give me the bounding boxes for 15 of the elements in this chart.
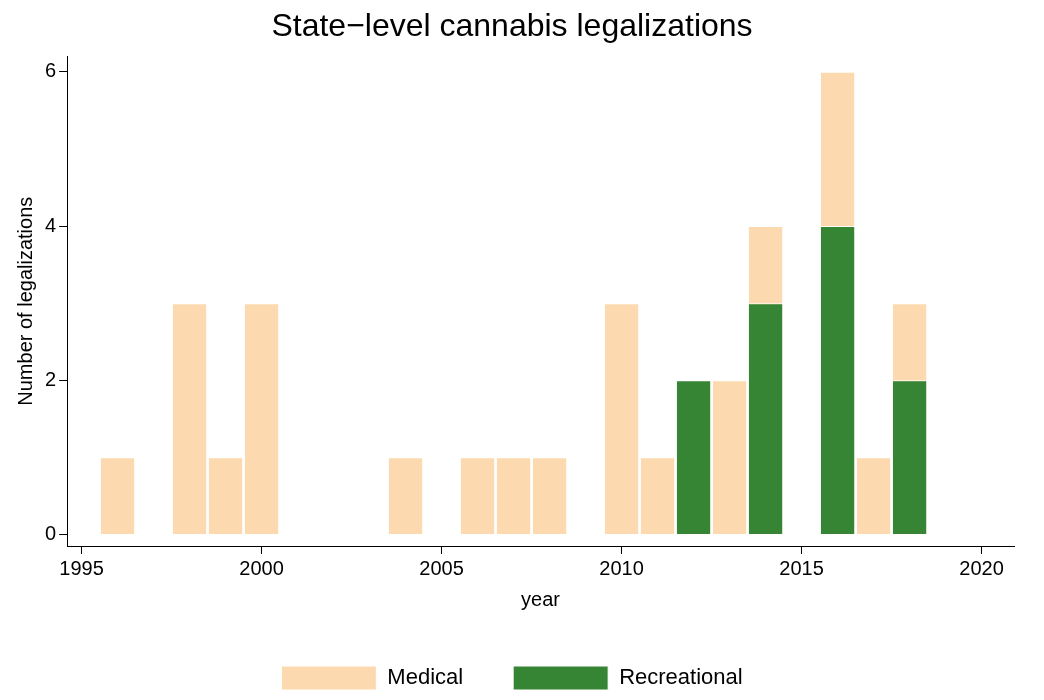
x-tick-label: 2010	[599, 556, 644, 579]
y-tick-label: 0	[45, 521, 57, 544]
y-tick-label: 2	[45, 367, 57, 390]
chart-title: State−level cannabis legalizations	[271, 7, 753, 44]
x-tick-label: 2020	[959, 556, 1004, 579]
y-tick-label: 4	[45, 213, 57, 236]
x-tick-label: 2005	[419, 556, 464, 579]
x-tick-label: 1995	[59, 556, 104, 579]
y-axis-title: Number of legalizations	[13, 196, 36, 406]
y-tick-label: 6	[45, 59, 57, 82]
x-axis-title: year	[521, 587, 561, 610]
legend-label: Medical	[387, 664, 464, 690]
x-tick-label: 2000	[239, 556, 284, 579]
x-tick-label: 2015	[779, 556, 824, 579]
legend-label: Recreational	[619, 664, 743, 690]
